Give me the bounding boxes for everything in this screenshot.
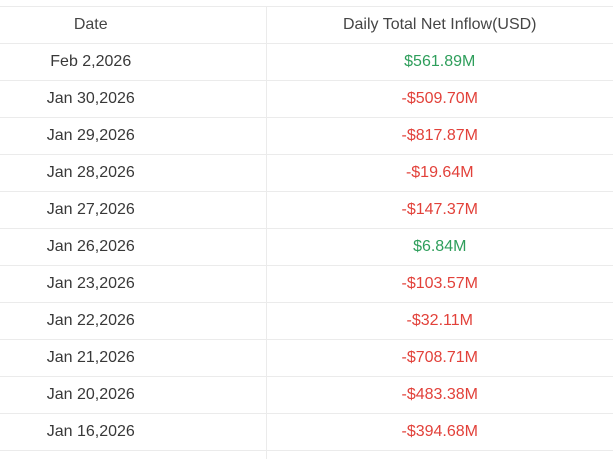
net-inflow-value-cell: -$509.70M <box>265 80 613 118</box>
date-cell: Jan 21,2026 <box>46 349 135 366</box>
table-row: Jan 16,2026 -$394.68M <box>0 413 613 451</box>
date-cell: Jan 23,2026 <box>46 275 135 292</box>
table-row: Jan 20,2026 -$483.38M <box>0 376 613 414</box>
table-row: Jan 22,2026 -$32.11M <box>0 302 613 340</box>
net-inflow-value-cell: -$103.57M <box>265 265 613 303</box>
date-cell: Jan 30,2026 <box>46 90 135 107</box>
date-cell: Jan 28,2026 <box>46 164 135 181</box>
table-row: Jan 29,2026 -$817.87M <box>0 117 613 155</box>
date-cell: Jan 20,2026 <box>46 386 135 403</box>
net-inflow-value-cell: $6.84M <box>265 228 613 266</box>
daily-net-inflow-table: Date Daily Total Net Inflow(USD) Feb 2,2… <box>0 6 613 451</box>
table-row: Feb 2,2026 $561.89M <box>0 43 613 81</box>
date-cell: Jan 29,2026 <box>46 127 135 144</box>
date-cell: Jan 26,2026 <box>46 238 135 255</box>
net-inflow-value-cell: -$394.68M <box>265 413 613 451</box>
net-inflow-value-cell: $561.89M <box>265 43 613 81</box>
table-bottom-cutoff <box>266 451 267 459</box>
table-row: Jan 27,2026 -$147.37M <box>0 191 613 229</box>
table-row: Jan 23,2026 -$103.57M <box>0 265 613 303</box>
table-row: Jan 30,2026 -$509.70M <box>0 80 613 118</box>
net-inflow-value-cell: -$483.38M <box>265 376 613 414</box>
table-row: Jan 26,2026 $6.84M <box>0 228 613 266</box>
net-inflow-value-cell: -$19.64M <box>265 154 613 192</box>
date-cell: Jan 27,2026 <box>46 201 135 218</box>
date-cell: Feb 2,2026 <box>50 53 132 70</box>
net-inflow-value-cell: -$708.71M <box>265 339 613 377</box>
table-header-row: Date Daily Total Net Inflow(USD) <box>0 6 613 44</box>
column-header-date: Date <box>73 16 108 33</box>
date-cell: Jan 22,2026 <box>46 312 135 329</box>
column-header-daily-net-inflow: Daily Total Net Inflow(USD) <box>265 6 613 44</box>
net-inflow-value-cell: -$147.37M <box>265 191 613 229</box>
table-row: Jan 21,2026 -$708.71M <box>0 339 613 377</box>
date-cell: Jan 16,2026 <box>46 423 135 440</box>
table-row: Jan 28,2026 -$19.64M <box>0 154 613 192</box>
net-inflow-value-cell: -$32.11M <box>265 302 613 340</box>
net-inflow-value-cell: -$817.87M <box>265 117 613 155</box>
table-body: Feb 2,2026 $561.89M Jan 30,2026 -$509.70M Ja… <box>0 43 613 451</box>
